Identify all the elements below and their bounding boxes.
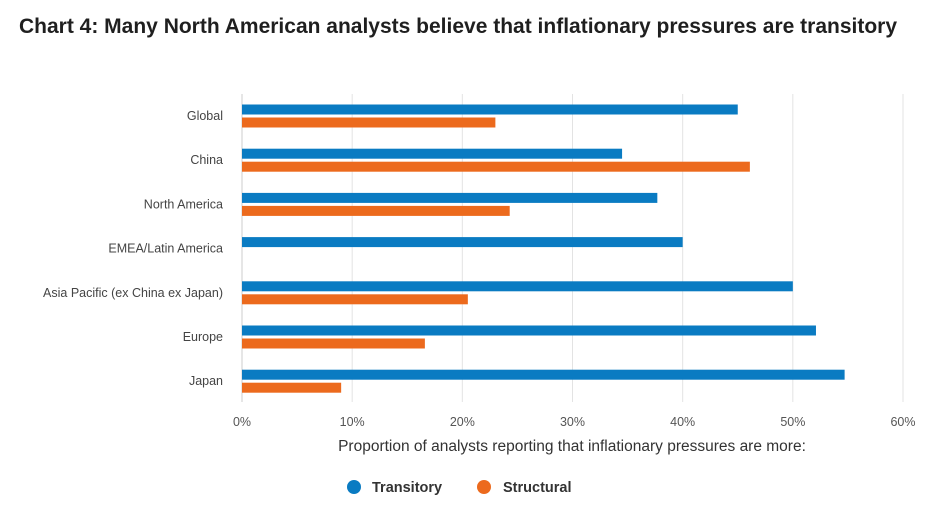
x-tick-label: 50% <box>780 415 805 429</box>
bar-transitory <box>242 237 683 248</box>
category-label: Japan <box>189 374 223 388</box>
legend-marker <box>477 480 491 494</box>
legend-label: Transitory <box>372 480 442 496</box>
x-tick-label: 0% <box>233 415 251 429</box>
category-labels: Global China North America EMEA/Latin Ameri… <box>43 109 223 388</box>
bar-transitory <box>242 369 845 380</box>
grid <box>241 94 904 402</box>
category-label: EMEA/Latin America <box>108 242 223 256</box>
bar-transitory <box>242 325 816 336</box>
bar-structural <box>242 161 750 172</box>
bar-structural <box>242 294 468 305</box>
x-tick-label: 60% <box>890 415 915 429</box>
bar-transitory <box>242 192 658 203</box>
tick-labels: 0% 10% 20% 30% 40% 50% 60% <box>233 415 916 429</box>
bar-structural <box>242 338 425 349</box>
bar-transitory <box>242 281 793 292</box>
category-label: Global <box>187 109 223 123</box>
category-label: Europe <box>183 330 223 344</box>
bar-structural <box>242 205 510 216</box>
bars <box>242 104 845 393</box>
category-label: Asia Pacific (ex China ex Japan) <box>43 286 223 300</box>
bar-structural <box>242 117 496 128</box>
x-tick-label: 30% <box>560 415 585 429</box>
legend-marker <box>347 480 361 494</box>
bar-structural <box>242 382 342 393</box>
bar-transitory <box>242 148 623 159</box>
x-tick-label: 20% <box>450 415 475 429</box>
x-tick-label: 40% <box>670 415 695 429</box>
chart-title: Chart 4: Many North American analysts be… <box>19 15 898 38</box>
legend-label: Structural <box>503 480 572 496</box>
bar-transitory <box>242 104 738 115</box>
legend: Transitory Structural <box>347 480 572 496</box>
category-label: North America <box>144 197 223 211</box>
x-axis-title: Proportion of analysts reporting that in… <box>338 438 806 455</box>
category-label: China <box>190 153 223 167</box>
x-tick-label: 10% <box>340 415 365 429</box>
